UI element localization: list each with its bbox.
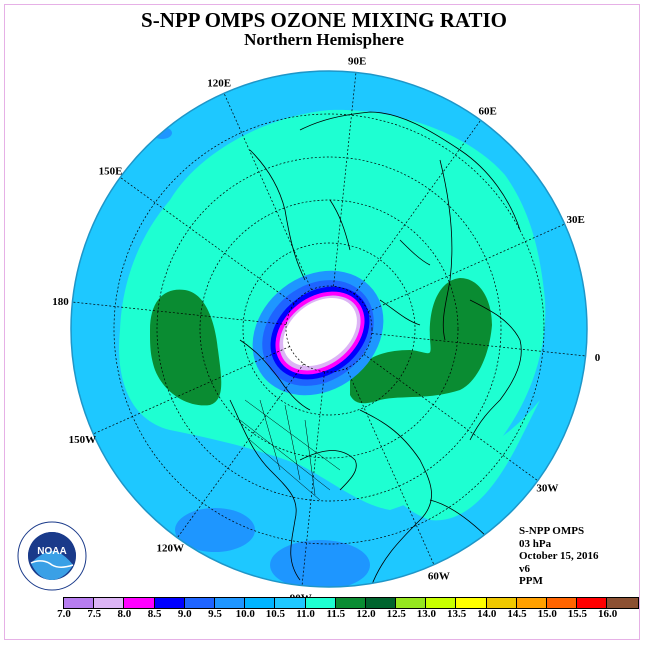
colorbar-tick-label: 14.5 xyxy=(507,608,527,620)
colorbar xyxy=(63,597,639,609)
map-title: S-NPP OMPS OZONE MIXING RATIO xyxy=(141,8,507,32)
noaa-logo-icon: NOAA xyxy=(17,521,87,591)
colorbar-cell xyxy=(426,598,457,608)
colorbar-tick-label: 15.0 xyxy=(537,608,557,620)
longitude-label: 30W xyxy=(536,483,558,495)
latitude-circle-80 xyxy=(285,285,373,373)
longitude-label: 120W xyxy=(157,542,185,554)
colorbar-tick-label: 11.0 xyxy=(296,608,315,620)
longitude-label: 150W xyxy=(69,434,97,446)
colorbar-tick-label: 15.5 xyxy=(567,608,588,620)
colorbar-tick-label: 8.5 xyxy=(147,608,162,620)
colorbar-cell xyxy=(64,598,95,608)
latitude-circle-70 xyxy=(242,242,416,416)
state-borders xyxy=(239,399,341,501)
colorbar-tick-label: 12.5 xyxy=(386,608,406,620)
longitude-label: 120E xyxy=(207,77,231,89)
info-panel: S-NPP OMPS 03 hPa October 15, 2016 v6 PP… xyxy=(519,525,599,588)
field-green-east xyxy=(350,278,492,404)
longitude-label: 0 xyxy=(595,352,601,364)
longitude-label: 180 xyxy=(52,296,69,308)
info-version: v6 xyxy=(519,562,530,575)
map-subtitle: Northern Hemisphere xyxy=(244,30,404,49)
colorbar-cell xyxy=(577,598,608,608)
colorbar-cell xyxy=(124,598,155,608)
colorbar-tick-label: 9.5 xyxy=(208,608,222,620)
colorbar-cell xyxy=(305,598,336,608)
latitude-circle-50 xyxy=(156,156,502,502)
ozone-field xyxy=(71,71,587,587)
coastlines xyxy=(229,111,522,587)
colorbar-tick-label: 14.0 xyxy=(477,608,497,620)
map-boundary xyxy=(70,70,588,588)
colorbar-cell xyxy=(335,598,366,608)
colorbar-tick-label: 8.0 xyxy=(117,608,132,620)
field-blue-patch-pacific xyxy=(175,508,255,552)
vortex-core xyxy=(283,297,357,367)
colorbar-cell xyxy=(486,598,517,608)
field-blue-patch-atlantic xyxy=(270,540,370,587)
colorbar-tick-label: 13.0 xyxy=(416,608,437,620)
colorbar-tick-label: 11.5 xyxy=(326,608,346,620)
field-green-west xyxy=(150,289,222,406)
latitude-circle-60 xyxy=(199,199,459,459)
colorbar-cell xyxy=(94,598,125,608)
info-instrument: S-NPP OMPS xyxy=(519,525,585,537)
colorbar-ticks: 7.0 7.5 8.0 8.5 9.0 9.5 10.0 10.5 11.0 11.5 12.0 12… xyxy=(0,608,648,622)
colorbar-cell xyxy=(154,598,185,608)
colorbar-tick-label: 12.0 xyxy=(356,608,376,620)
colorbar-cell xyxy=(456,598,487,608)
colorbar-tick-label: 9.0 xyxy=(177,608,192,620)
longitude-label: 60W xyxy=(428,571,450,583)
longitude-label: 30E xyxy=(566,214,584,226)
field-cyan-lobe-south xyxy=(360,400,540,521)
colorbar-tick-label: 10.0 xyxy=(235,608,255,620)
colorbar-cell xyxy=(396,598,427,608)
colorbar-cell xyxy=(214,598,246,608)
colorbar-cell xyxy=(547,598,578,608)
colorbar-cell xyxy=(275,598,306,608)
colorbar-tick-label: 13.5 xyxy=(446,608,467,620)
colorbar-tick-label: 10.5 xyxy=(265,608,286,620)
colorbar-cell xyxy=(365,598,397,608)
figure-frame xyxy=(4,4,640,640)
longitude-label: 60E xyxy=(479,106,497,118)
longitude-label: 150E xyxy=(99,165,123,177)
info-units: PPM xyxy=(519,575,543,587)
latitude-circle-40 xyxy=(113,113,545,545)
colorbar-tick-label: 16.0 xyxy=(597,608,618,620)
info-date: October 15, 2016 xyxy=(519,550,599,562)
colorbar-tick-label: 7.5 xyxy=(87,608,102,620)
colorbar-cell xyxy=(245,598,276,608)
colorbar-tick-label: 7.0 xyxy=(57,608,71,620)
logo-text: NOAA xyxy=(37,546,66,557)
colorbar-cell xyxy=(184,598,215,608)
longitude-label: 90E xyxy=(348,55,366,67)
colorbar-cell xyxy=(607,598,638,608)
colorbar-cell xyxy=(516,598,547,608)
info-level: 03 hPa xyxy=(519,537,552,550)
graticule xyxy=(72,72,586,586)
